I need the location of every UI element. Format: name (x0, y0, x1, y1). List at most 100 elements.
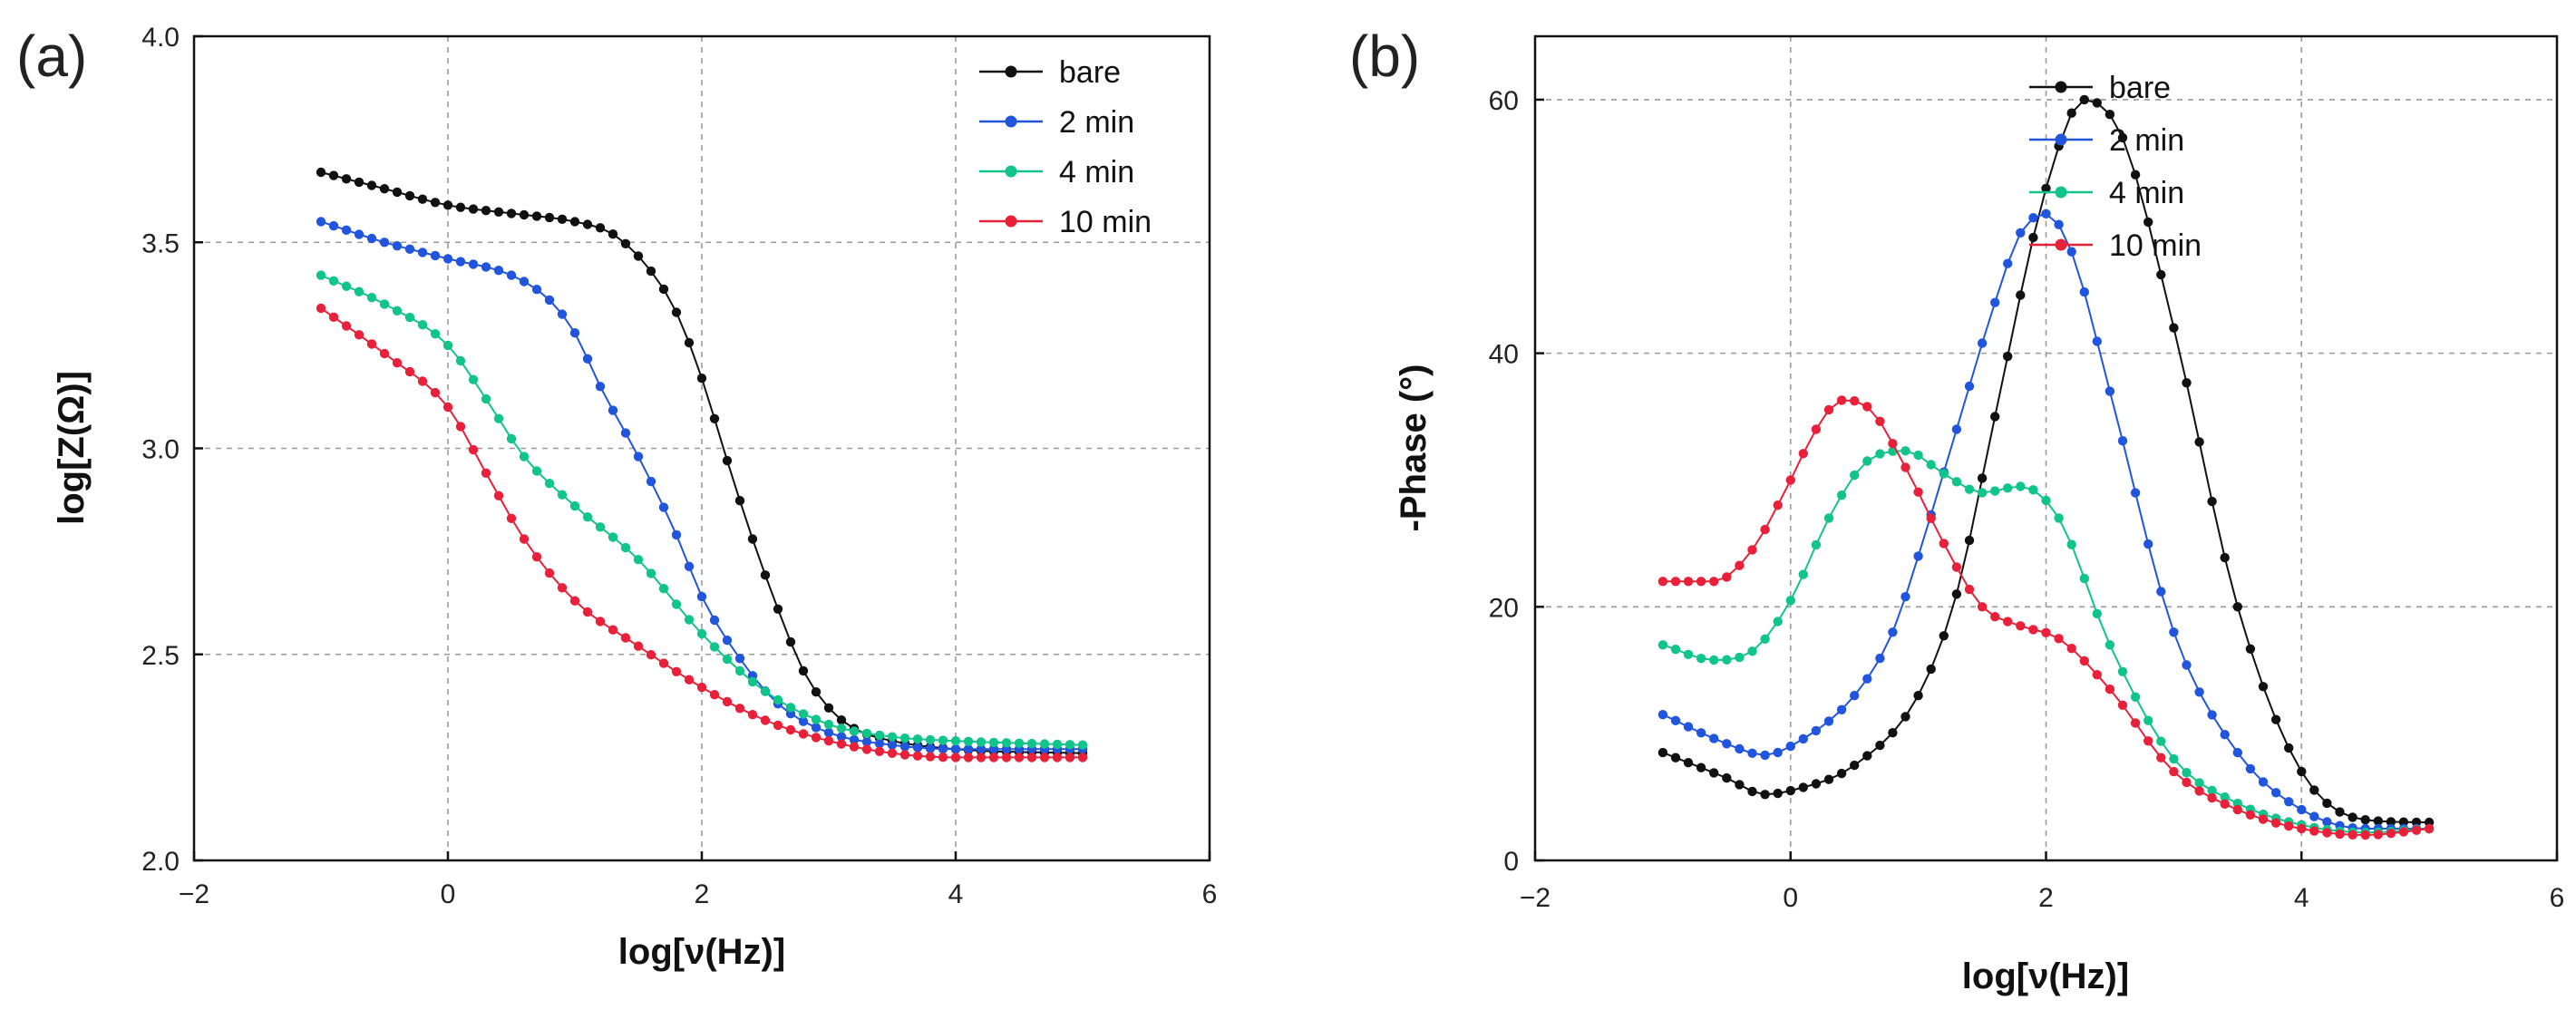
panel-a-data-point-4-min (608, 532, 618, 542)
panel-b-data-point-10-min (1785, 475, 1796, 485)
panel-a-data-point-4-min (658, 584, 669, 594)
panel-b-x-tick-label: 0 (1783, 883, 1798, 913)
panel-a-data-point-4-min (582, 512, 593, 522)
panel-b-data-point-10-min (2245, 810, 2256, 820)
panel-a-data-point-10-min (328, 312, 339, 322)
panel-a-data-point-4-min (734, 665, 745, 676)
panel-b-data-point-4-min (2194, 778, 2204, 788)
panel-b-data-point-2-min (1683, 722, 1694, 732)
panel-b-data-point-bare (2105, 110, 2115, 120)
panel-a-x-tick-label: −2 (179, 879, 209, 909)
panel-a-series (316, 167, 1088, 762)
panel-b-data-point-10-min (1939, 539, 1949, 549)
panel-b-data-point-4-min (1709, 655, 1719, 665)
panel-b-data-point-10-min (2143, 736, 2153, 746)
panel-b-data-point-bare (1747, 786, 1757, 797)
panel-b-data-point-bare (2169, 323, 2179, 333)
panel-a-data-point-bare (392, 187, 403, 198)
panel-a-data-point-4-min (557, 490, 568, 500)
panel-a-data-point-10-min (1064, 753, 1075, 762)
panel-b-data-point-2-min (2066, 247, 2076, 257)
panel-b-data-point-2-min (1888, 627, 1898, 637)
panel-b-data-point-bare (2130, 170, 2141, 180)
panel-b-data-point-2-min (2041, 209, 2051, 219)
panel-b-data-point-10-min (2117, 700, 2128, 710)
panel-b-data-point-bare (2156, 269, 2166, 280)
panel-a-data-point-2-min (557, 309, 568, 319)
panel-b-data-point-bare (2182, 378, 2192, 388)
panel-b-data-point-bare (2284, 743, 2294, 753)
panel-a-data-point-4-min (773, 694, 783, 705)
panel-b-legend: bare 2 min 4 min 10 min (2029, 71, 2202, 263)
panel-b-data-point-2-min (2092, 336, 2102, 346)
panel-b-data-point-bare (1823, 774, 1834, 784)
panel-b-data-point-10-min (2092, 670, 2102, 680)
panel-a-y-tick-label: 2.5 (141, 641, 180, 671)
panel-a-y-axis-title: log[Z(Ω)] (52, 371, 92, 525)
panel-b-data-point-10-min (1913, 487, 1923, 497)
panel-b-data-point-bare (1670, 753, 1681, 762)
panel-a-data-point-2-min (671, 529, 682, 540)
panel-a-data-point-4-min (354, 286, 365, 296)
panel-b-data-point-2-min (1811, 725, 1822, 736)
panel-a-data-point-10-min (1039, 753, 1050, 762)
panel-b-data-point-2-min (1977, 338, 1988, 348)
panel-a-data-point-bare (455, 202, 466, 212)
panel-a-data-point-bare (671, 307, 682, 317)
panel-b-series (1657, 94, 2435, 840)
panel-a-data-point-bare (366, 180, 377, 190)
panel-a-data-point-2-min (481, 262, 491, 272)
panel-a-series-4-min (316, 270, 1088, 750)
panel-b-data-point-2-min (1850, 691, 1860, 701)
panel-b-data-point-10-min (2360, 830, 2370, 840)
panel-b-legend-swatch-marker (2055, 133, 2067, 146)
panel-a-legend-label-bare: bare (1059, 55, 1121, 90)
panel-a-data-point-2-min (912, 743, 923, 753)
panel-a-label: (a) (16, 24, 87, 89)
panel-a-legend-label-10-min: 10 min (1059, 205, 1152, 239)
panel-a-data-point-4-min (468, 374, 479, 384)
panel-a-data-point-4-min (569, 500, 580, 511)
panel-b-data-point-2-min (1657, 710, 1668, 720)
panel-b-data-point-bare (2143, 217, 2153, 228)
panel-a-data-point-2-min (646, 476, 656, 487)
panel-b-data-point-2-min (2079, 286, 2089, 297)
panel-b-data-point-2-min (1747, 748, 1757, 758)
panel-b-data-point-4-min (2169, 753, 2179, 764)
panel-b-data-point-bare (2245, 644, 2256, 654)
panel-a-data-point-bare (633, 251, 644, 261)
panel-b-data-point-10-min (2297, 823, 2307, 834)
panel-a-data-point-10-min (582, 607, 593, 617)
panel-b-data-point-bare (2348, 812, 2357, 822)
panel-b-data-point-4-min (2079, 573, 2089, 584)
panel-a-data-point-10-min (608, 625, 618, 635)
panel-a-legend: bare 2 min 4 min 10 min (979, 55, 1152, 239)
panel-a-data-point-10-min (976, 753, 987, 762)
panel-b-data-point-bare (1900, 712, 1910, 722)
panel-a-data-point-10-min (671, 666, 682, 676)
panel-b-data-point-4-min (1900, 446, 1910, 456)
panel-a-data-point-10-min (417, 376, 428, 386)
panel-a-data-point-bare (316, 167, 326, 178)
panel-b-data-point-bare (2322, 798, 2332, 809)
panel-a-data-point-10-min (798, 729, 809, 739)
panel-a-data-point-bare (341, 174, 352, 184)
panel-b-data-point-bare (1683, 758, 1694, 768)
panel-a-data-point-10-min (887, 748, 898, 758)
panel-a-y-tick-label: 3.0 (141, 435, 180, 465)
panel-b-data-point-2-min (1709, 733, 1719, 743)
panel-a-legend-swatch-marker (1005, 115, 1017, 128)
panel-a-data-point-bare (760, 570, 771, 580)
panel-a-data-point-2-min (633, 452, 644, 461)
panel-b-data-point-4-min (2220, 791, 2230, 802)
panel-a-data-point-10-min (646, 650, 656, 660)
panel-a-legend-label-4-min: 4 min (1059, 155, 1134, 189)
panel-a-data-point-2-min (709, 615, 720, 626)
panel-a-data-point-bare (811, 687, 821, 697)
panel-a-data-point-2-min (925, 743, 936, 753)
panel-b-data-point-10-min (2054, 634, 2064, 644)
panel-b-data-point-bare (1735, 780, 1745, 790)
panel-b-data-point-2-min (1951, 424, 1962, 434)
panel-a-data-point-10-min (392, 358, 403, 368)
panel-a-x-tick-label: 2 (695, 879, 710, 909)
